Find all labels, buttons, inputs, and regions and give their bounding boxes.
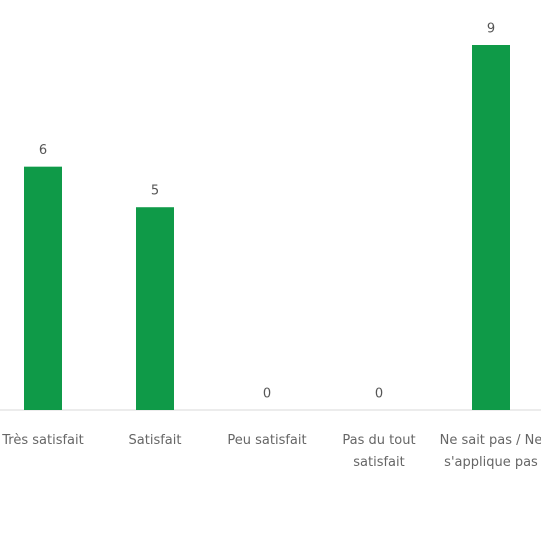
data-label: 5 [151,184,159,199]
data-label: 0 [263,387,271,402]
x-tick-label: Ne sait pas / Ne s'applique pas [439,433,541,470]
data-label: 6 [39,143,47,158]
x-tick-label: Satisfait [128,433,182,448]
x-tick-label: Pas du tout satisfait [342,433,416,470]
data-label: 9 [487,22,495,37]
bar [472,45,510,410]
data-label: 0 [375,387,383,402]
bar [136,207,174,410]
x-tick-label: Très satisfait [2,433,84,448]
bar [24,166,62,410]
x-tick-label: Peu satisfait [227,433,307,448]
